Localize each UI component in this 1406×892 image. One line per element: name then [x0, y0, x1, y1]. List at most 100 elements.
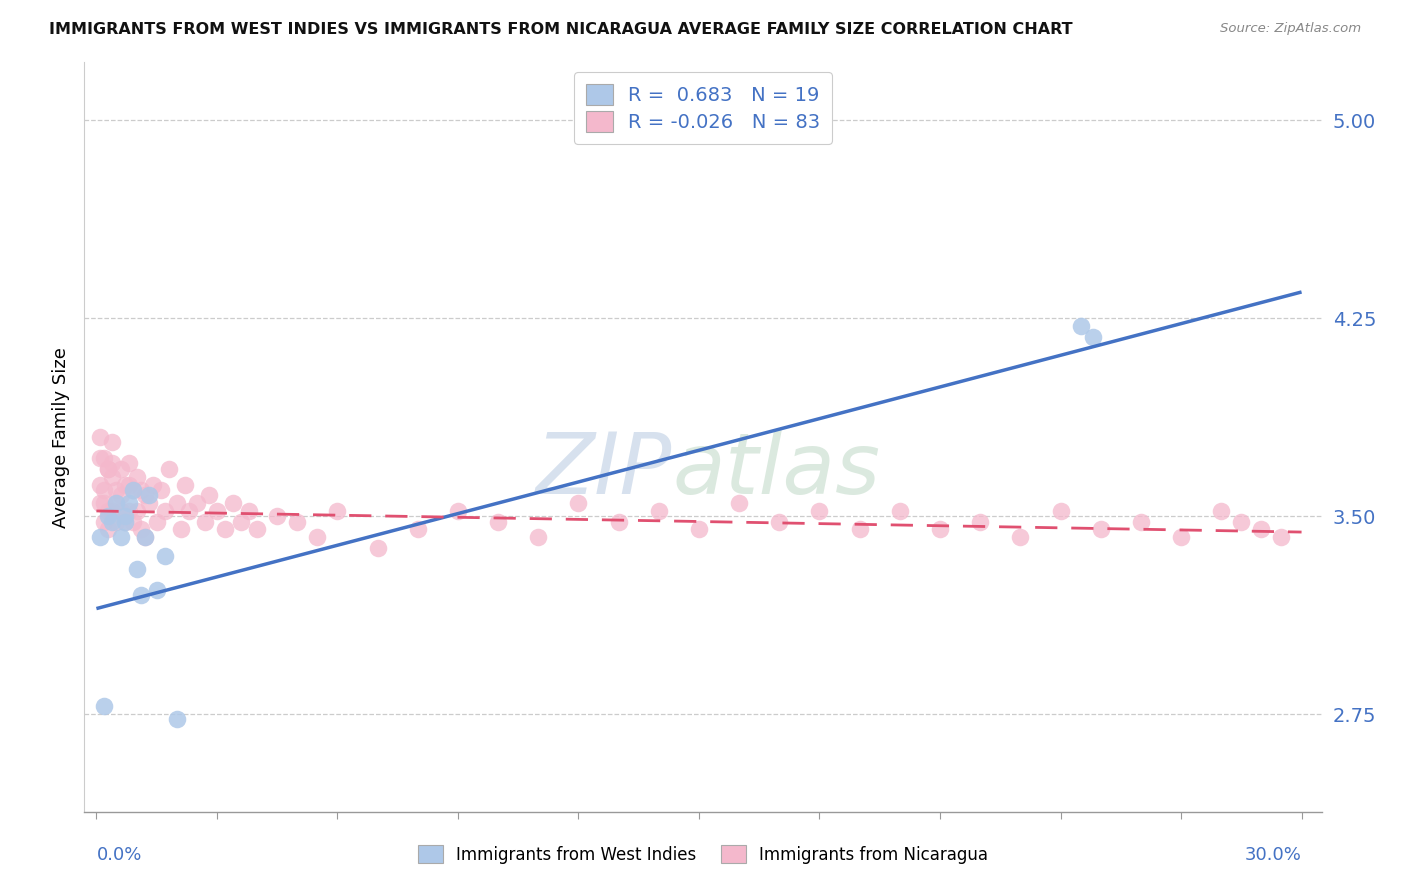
Point — [808, 504, 831, 518]
Text: 30.0%: 30.0% — [1244, 846, 1302, 864]
Point — [688, 523, 710, 537]
Point — [117, 496, 139, 510]
Point — [222, 496, 245, 510]
Point — [153, 549, 176, 563]
Point — [121, 483, 143, 497]
Point — [145, 515, 167, 529]
Point — [170, 523, 193, 537]
Point — [110, 488, 132, 502]
Point — [527, 530, 550, 544]
Point — [367, 541, 389, 555]
Point — [129, 523, 152, 537]
Point — [110, 461, 132, 475]
Point — [153, 504, 176, 518]
Text: Source: ZipAtlas.com: Source: ZipAtlas.com — [1220, 22, 1361, 36]
Point — [93, 515, 115, 529]
Point — [89, 451, 111, 466]
Point — [138, 488, 160, 502]
Point — [117, 457, 139, 471]
Point — [105, 483, 128, 497]
Point — [114, 515, 136, 529]
Y-axis label: Average Family Size: Average Family Size — [52, 347, 70, 527]
Point — [194, 515, 217, 529]
Point — [969, 515, 991, 529]
Point — [149, 483, 172, 497]
Point — [768, 515, 790, 529]
Point — [129, 483, 152, 497]
Text: atlas: atlas — [672, 429, 880, 512]
Point — [848, 523, 870, 537]
Point — [406, 523, 429, 537]
Point — [114, 509, 136, 524]
Point — [1090, 523, 1112, 537]
Point — [648, 504, 671, 518]
Point — [1250, 523, 1272, 537]
Point — [134, 530, 156, 544]
Point — [1170, 530, 1192, 544]
Point — [89, 430, 111, 444]
Point — [238, 504, 260, 518]
Point — [129, 588, 152, 602]
Point — [93, 496, 115, 510]
Point — [157, 461, 180, 475]
Legend: Immigrants from West Indies, Immigrants from Nicaragua: Immigrants from West Indies, Immigrants … — [411, 838, 995, 871]
Point — [101, 515, 124, 529]
Point — [105, 515, 128, 529]
Point — [125, 504, 148, 518]
Point — [110, 530, 132, 544]
Point — [93, 483, 115, 497]
Point — [125, 562, 148, 576]
Point — [114, 477, 136, 491]
Point — [166, 496, 188, 510]
Point — [1129, 515, 1152, 529]
Point — [125, 469, 148, 483]
Point — [101, 435, 124, 450]
Point — [889, 504, 911, 518]
Point — [134, 488, 156, 502]
Point — [97, 523, 120, 537]
Point — [110, 504, 132, 518]
Point — [326, 504, 349, 518]
Point — [1081, 330, 1104, 344]
Text: 0.0%: 0.0% — [97, 846, 142, 864]
Point — [117, 504, 139, 518]
Point — [166, 712, 188, 726]
Point — [138, 496, 160, 510]
Point — [1070, 319, 1092, 334]
Point — [1010, 530, 1032, 544]
Point — [117, 477, 139, 491]
Point — [101, 457, 124, 471]
Text: IMMIGRANTS FROM WEST INDIES VS IMMIGRANTS FROM NICARAGUA AVERAGE FAMILY SIZE COR: IMMIGRANTS FROM WEST INDIES VS IMMIGRANT… — [49, 22, 1073, 37]
Point — [1230, 515, 1253, 529]
Legend: R =  0.683   N = 19, R = -0.026   N = 83: R = 0.683 N = 19, R = -0.026 N = 83 — [574, 72, 832, 144]
Text: ZIP: ZIP — [536, 429, 672, 512]
Point — [198, 488, 221, 502]
Point — [486, 515, 509, 529]
Point — [205, 504, 228, 518]
Point — [89, 496, 111, 510]
Point — [101, 504, 124, 518]
Point — [97, 461, 120, 475]
Point — [186, 496, 208, 510]
Point — [121, 483, 143, 497]
Point — [1270, 530, 1292, 544]
Point — [285, 515, 308, 529]
Point — [142, 477, 165, 491]
Point — [134, 530, 156, 544]
Point — [105, 496, 128, 510]
Point — [567, 496, 589, 510]
Point — [97, 504, 120, 518]
Point — [121, 515, 143, 529]
Point — [145, 583, 167, 598]
Point — [97, 509, 120, 524]
Point — [89, 477, 111, 491]
Point — [307, 530, 329, 544]
Point — [97, 461, 120, 475]
Point — [93, 451, 115, 466]
Point — [101, 469, 124, 483]
Point — [105, 496, 128, 510]
Point — [173, 477, 195, 491]
Point — [93, 699, 115, 714]
Point — [246, 523, 269, 537]
Point — [1049, 504, 1071, 518]
